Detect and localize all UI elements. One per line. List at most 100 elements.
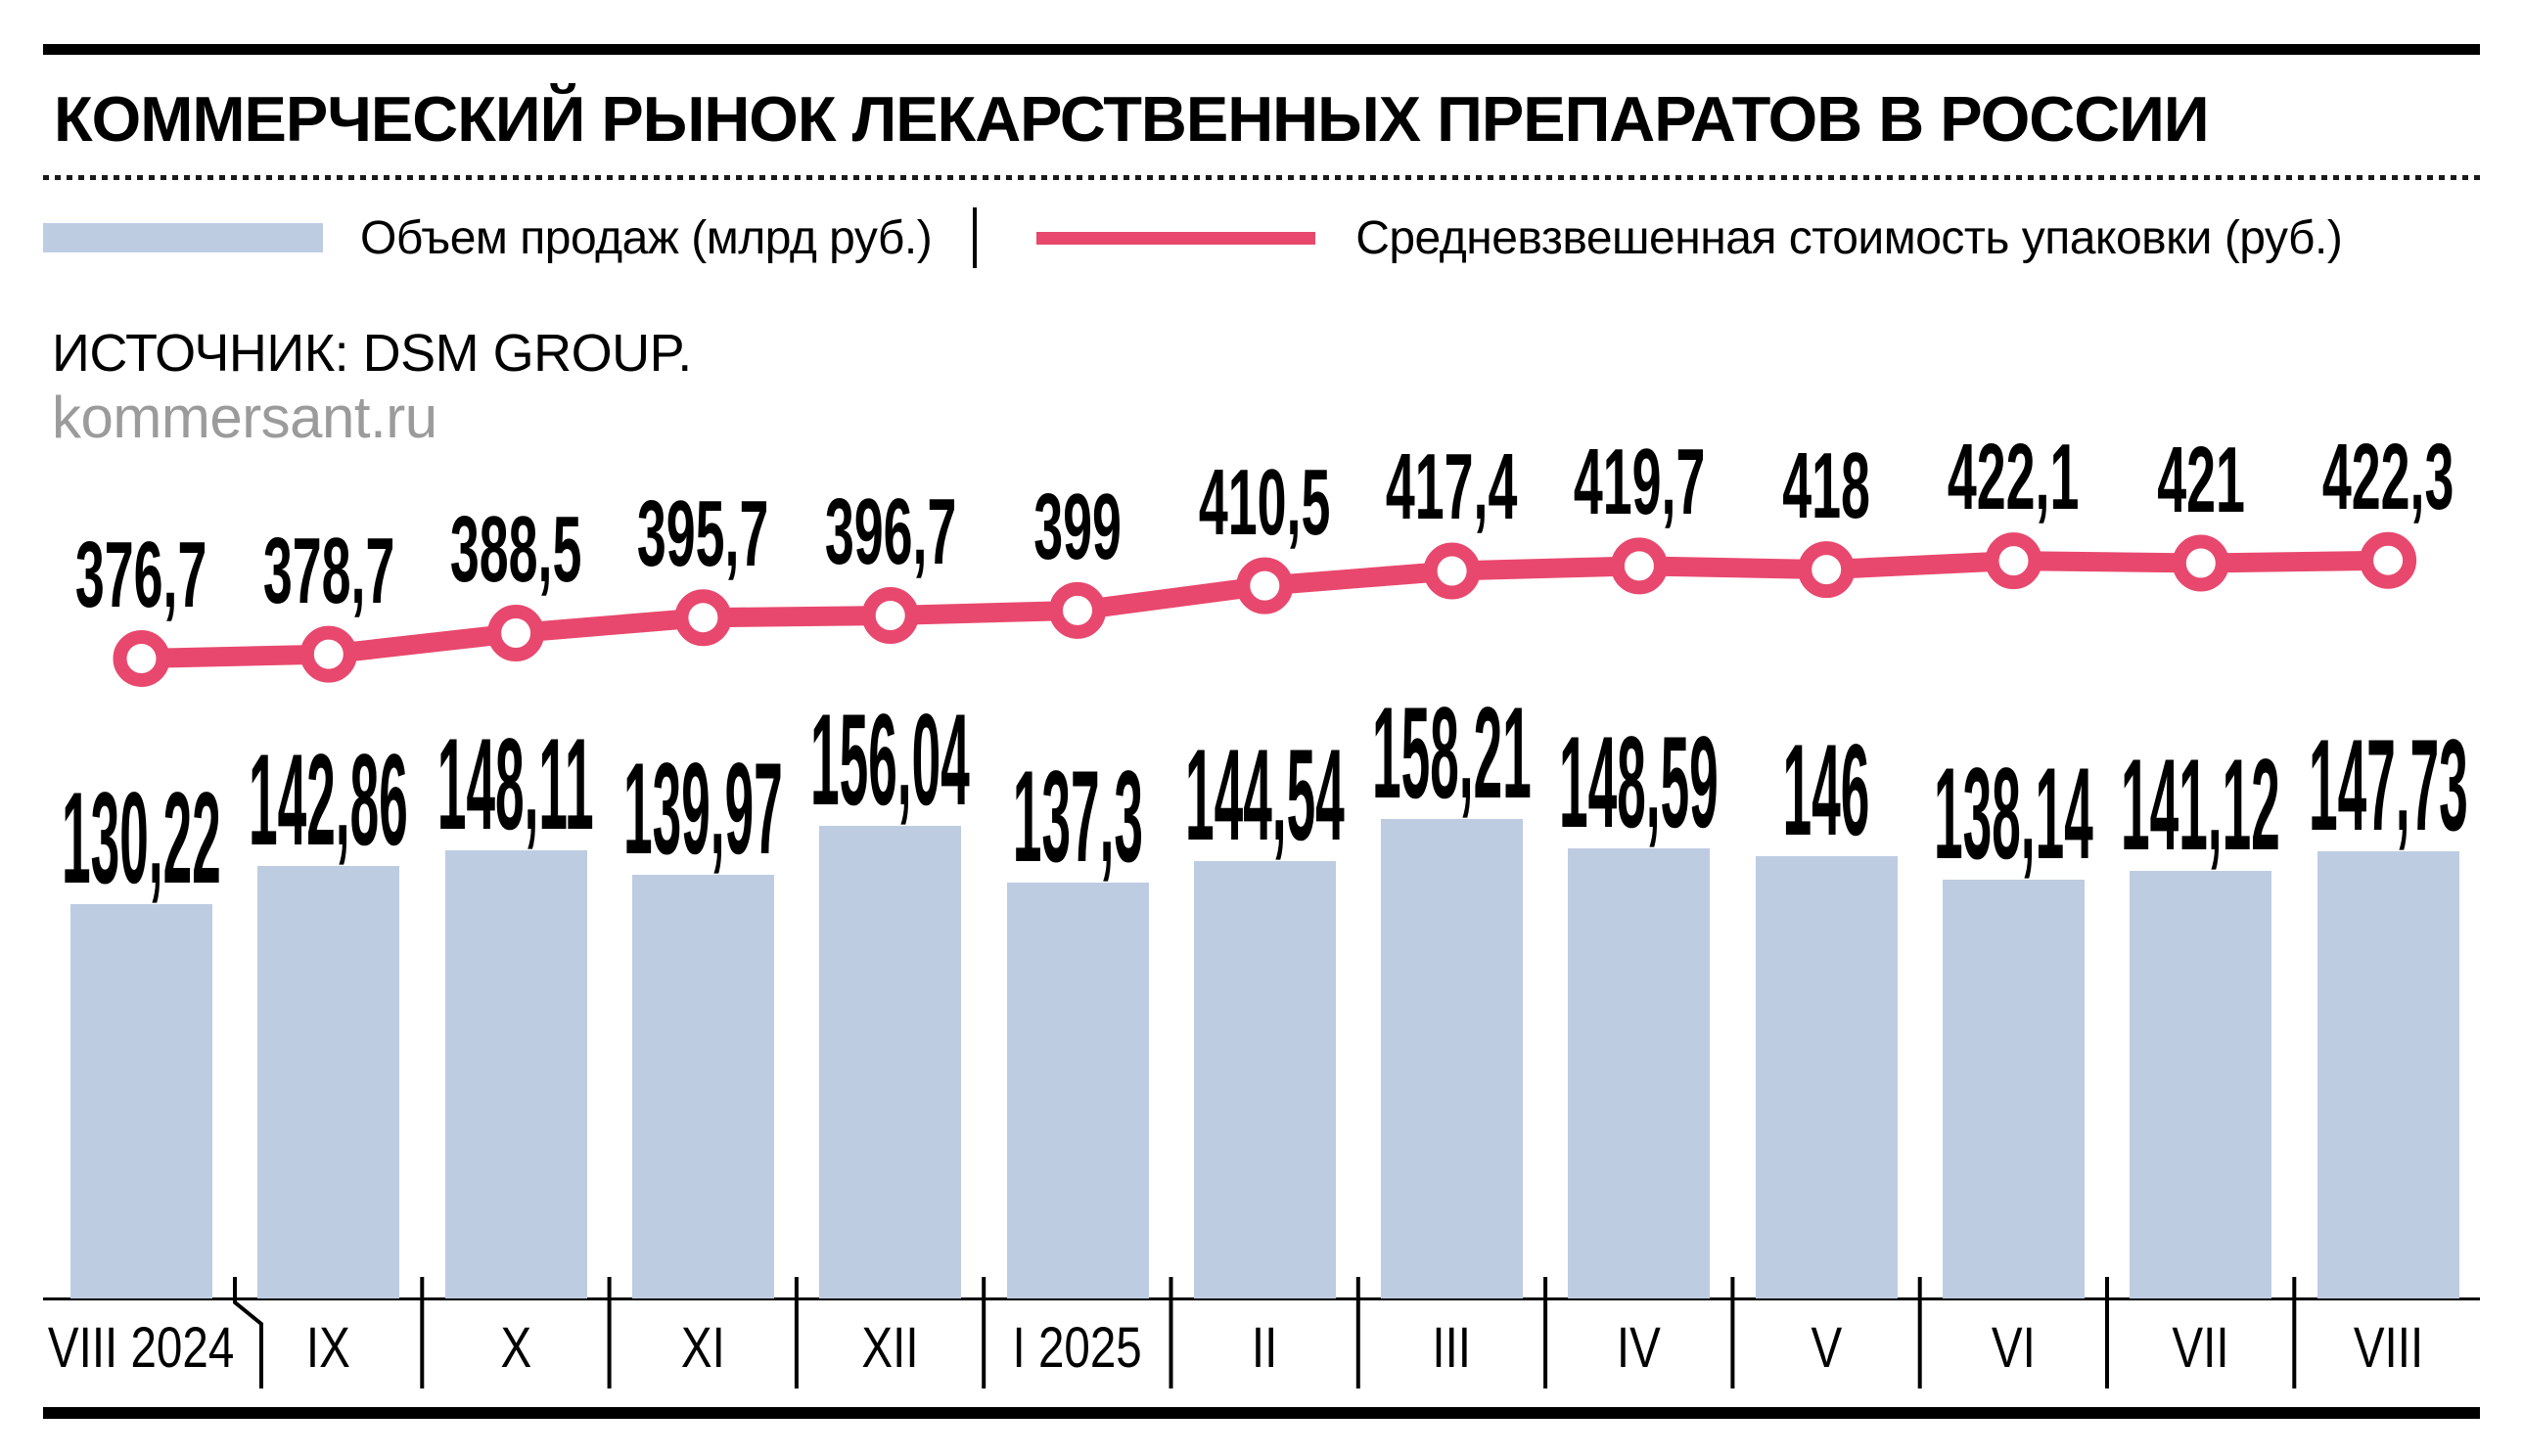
- marker-dot: [113, 630, 170, 687]
- axis-label: X: [379, 1320, 653, 1377]
- line-value-text: 399: [1033, 474, 1122, 579]
- line-value-label: 418: [1630, 439, 2022, 533]
- axis-label: XI: [566, 1320, 840, 1377]
- bar-value-label: 141,12: [1956, 741, 2446, 871]
- bar: [444, 849, 587, 1298]
- marker-dot: [674, 589, 732, 647]
- bar: [2130, 871, 2272, 1298]
- marker-dot: [1049, 581, 1106, 639]
- bar-value-text: 138,14: [1934, 742, 2093, 887]
- axis-label: VIII 2024: [5, 1320, 279, 1377]
- bar: [1193, 860, 1336, 1298]
- line-value-label: 422,1: [1818, 431, 2210, 524]
- bar: [70, 903, 212, 1298]
- top-rule: [43, 44, 2480, 55]
- line-value-text: 395,7: [637, 481, 769, 587]
- bar-series-label: Объем продаж (млрд руб.): [360, 211, 933, 264]
- bar-value-text: 147,73: [2308, 712, 2468, 858]
- line-series-label: Средневзвешенная стоимость упаковки (руб…: [1355, 211, 2343, 264]
- axis-label-text: III: [1432, 1316, 1472, 1380]
- bar-value-label: 142,86: [84, 735, 573, 866]
- marker-dot: [2360, 531, 2417, 589]
- bar-value-label: 138,14: [1769, 750, 2259, 880]
- axis-label-text: VII: [2172, 1316, 2229, 1380]
- line-value-text: 388,5: [449, 497, 582, 603]
- axis-label-text: X: [500, 1316, 531, 1380]
- bar: [1006, 883, 1149, 1298]
- line-value-text: 378,7: [262, 518, 395, 623]
- axis-label-text: IV: [1617, 1316, 1662, 1380]
- line-value-text: 376,7: [75, 523, 207, 627]
- bar-value-text: 130,22: [62, 765, 221, 911]
- line-value-text: 410,5: [1199, 449, 1331, 555]
- axis-label-text: XII: [861, 1316, 919, 1380]
- line-series-swatch: [1036, 231, 1316, 245]
- axis-label: II: [1127, 1320, 1401, 1377]
- line-value-label: 399: [882, 474, 1273, 579]
- axis-label: XII: [754, 1320, 1028, 1377]
- marker-dot: [1610, 537, 1668, 595]
- line-value-label: 378,7: [133, 518, 525, 623]
- bar-value-label: 139,97: [458, 744, 947, 875]
- bar-value-label: 130,22: [0, 765, 387, 911]
- bar-value-text: 137,3: [1012, 745, 1143, 890]
- marker-dot: [487, 605, 545, 661]
- dotted-divider: [43, 175, 2480, 180]
- axis-label-text: VIII 2024: [48, 1316, 235, 1380]
- bar-value-label: 146: [1582, 726, 2071, 856]
- marker-dot: [861, 587, 919, 644]
- axis-label-text: IX: [306, 1316, 351, 1380]
- line-value-text: 422,3: [2321, 424, 2454, 529]
- axis-label: VII: [2064, 1320, 2338, 1377]
- bar: [2317, 850, 2459, 1298]
- legend-separator: [973, 207, 978, 268]
- bar: [257, 865, 400, 1298]
- bar: [819, 826, 962, 1298]
- line-value-label: 422,3: [2192, 424, 2523, 529]
- line-value-label: 417,4: [1257, 440, 1648, 534]
- axis-label: III: [1315, 1320, 1589, 1377]
- axis-label-text: II: [1252, 1316, 1278, 1380]
- axis-tick: [233, 1277, 2297, 1388]
- x-axis-line: [43, 1297, 2480, 1300]
- source-credit: ИСТОЧНИК: DSM GROUP.: [52, 324, 692, 383]
- axis-label-text: XI: [680, 1316, 725, 1380]
- page-title: КОММЕРЧЕСКИЙ РЫНОК ЛЕКАРСТВЕННЫХ ПРЕПАРА…: [54, 83, 2210, 155]
- bar-value-text: 156,04: [810, 688, 971, 834]
- bar-value-label: 148,11: [271, 711, 760, 857]
- marker-dot: [1423, 542, 1481, 600]
- marker-dot: [1985, 532, 2042, 590]
- line-value-text: 417,4: [1386, 434, 1518, 540]
- line-value-text: 396,7: [824, 479, 956, 584]
- legend: Объем продаж (млрд руб.) Средневзвешенна…: [43, 207, 2343, 268]
- bar-value-text: 158,21: [1372, 681, 1532, 827]
- line-value-label: 410,5: [1069, 449, 1460, 555]
- bar-value-text: 141,12: [2121, 733, 2281, 879]
- axis-label-text: V: [1811, 1316, 1843, 1380]
- bar-value-label: 156,04: [646, 696, 1135, 826]
- bar-series-swatch: [43, 223, 323, 252]
- line-value-label: 396,7: [695, 485, 1086, 579]
- bar-value-label: 158,21: [1208, 689, 1697, 819]
- bar-value-text: 146: [1782, 718, 1870, 864]
- line-value-label: 419,7: [1444, 435, 1835, 529]
- bar-value-text: 148,11: [437, 711, 594, 857]
- marker-dot: [1798, 541, 1856, 599]
- bar-value-text: 148,59: [1559, 710, 1720, 856]
- axis-label: I 2025: [940, 1320, 1215, 1377]
- bar: [1381, 819, 1524, 1298]
- axis-label-text: VI: [1992, 1316, 2036, 1380]
- line-value-text: 422,1: [1948, 425, 2080, 530]
- marker-dot: [2172, 534, 2229, 592]
- bar-value-label: 137,3: [833, 752, 1322, 883]
- line-value-label: 421: [2005, 427, 2397, 532]
- bar-value-label: 148,59: [1395, 718, 1884, 848]
- bar: [631, 874, 774, 1298]
- bottom-rule: [43, 1407, 2480, 1419]
- line-value-text: 421: [2156, 427, 2245, 532]
- line-value-text: 418: [1782, 433, 1871, 539]
- bar-value-label: 147,73: [2143, 712, 2523, 858]
